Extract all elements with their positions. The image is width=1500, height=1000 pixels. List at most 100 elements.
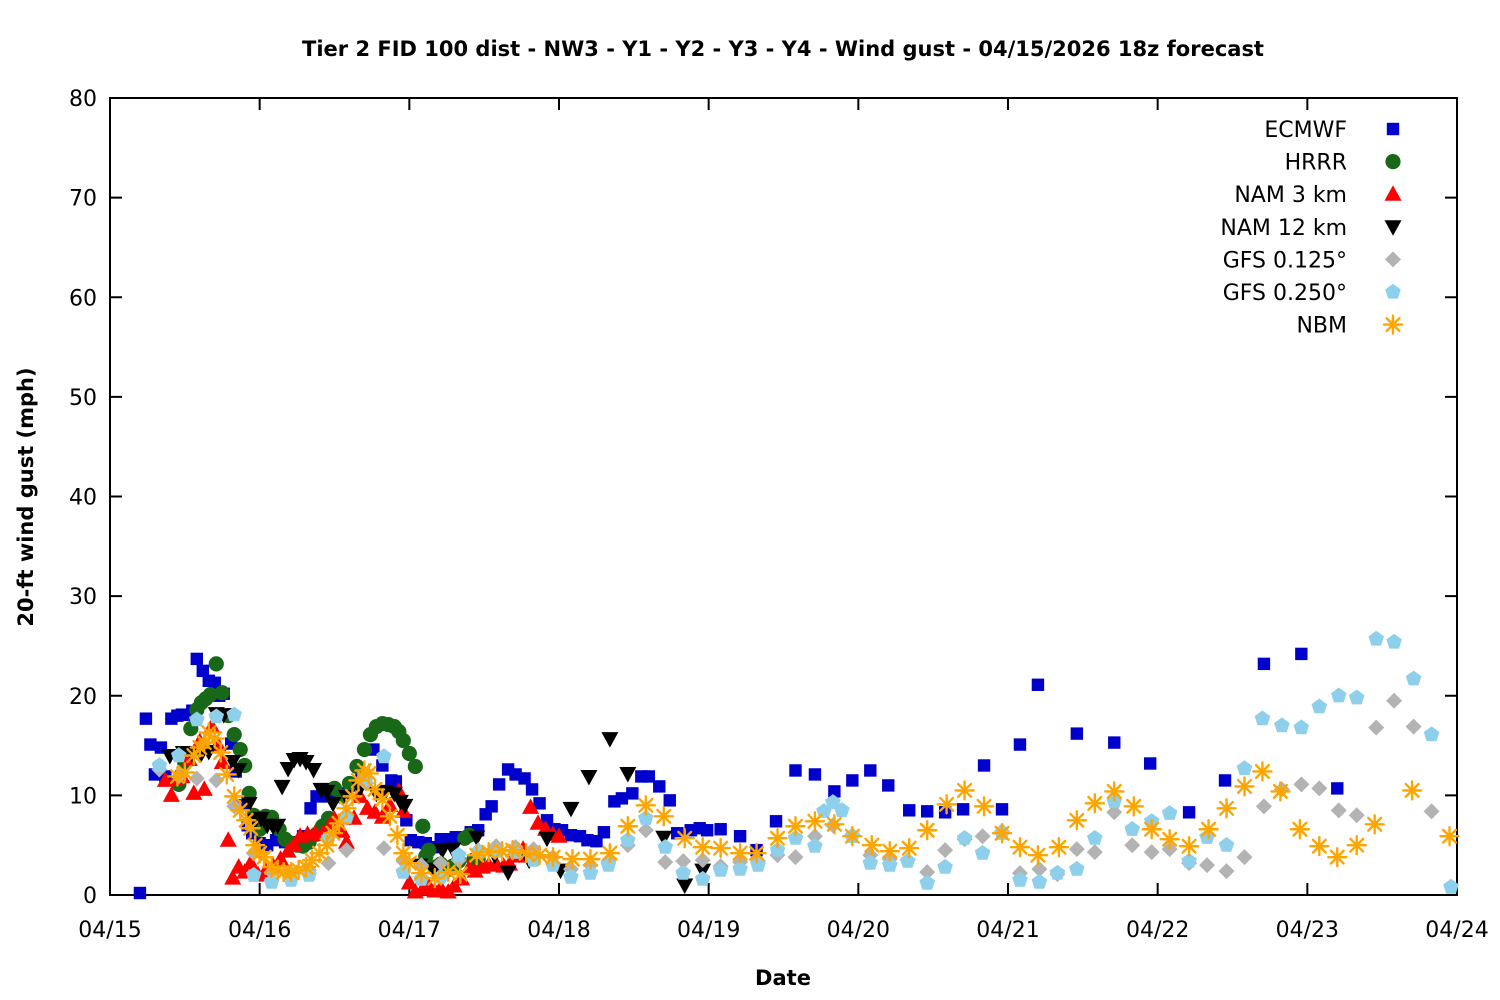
data-point <box>1331 687 1347 703</box>
data-point <box>485 800 498 813</box>
data-point <box>189 711 205 727</box>
data-point <box>919 864 936 881</box>
pentagon-legend-marker-icon <box>1385 283 1401 299</box>
data-point <box>210 742 231 763</box>
data-point <box>1104 781 1125 802</box>
data-point <box>882 779 895 792</box>
data-point <box>635 795 657 816</box>
data-point <box>834 802 850 817</box>
data-point <box>1124 821 1140 836</box>
data-point <box>916 820 938 841</box>
data-point <box>322 823 344 844</box>
data-point <box>1108 736 1121 749</box>
data-point <box>1401 780 1423 801</box>
y-axis-label: 20-ft wind gust (mph) <box>14 367 38 626</box>
data-point <box>492 778 506 791</box>
legend-label: GFS 0.125° <box>1223 248 1347 273</box>
data-point <box>899 852 916 868</box>
data-point <box>1199 857 1216 874</box>
plot-frame: 04/15 04/16 04/17 04/18 04/19 04/20 04/21 04/22… <box>69 87 1489 943</box>
data-point <box>675 853 692 870</box>
data-point <box>379 806 401 827</box>
data-point <box>974 828 991 845</box>
data-point <box>1216 798 1237 819</box>
data-point <box>396 798 414 815</box>
data-point <box>240 818 261 839</box>
data-point <box>1289 819 1311 840</box>
data-point <box>714 823 727 836</box>
y-tick-label: 50 <box>69 386 97 411</box>
data-point <box>1218 774 1232 787</box>
data-point <box>842 826 863 847</box>
data-point <box>1141 819 1162 840</box>
data-point <box>937 842 954 859</box>
legend-item-nam-12-km: NAM 12 km <box>1220 216 1402 241</box>
data-point <box>675 864 691 880</box>
data-point <box>977 759 991 772</box>
legend: ECMWF HRRR NAM 3 km NAM 12 km GFS 0.125° GFS … <box>1220 118 1404 339</box>
data-point <box>1068 841 1085 858</box>
y-tick-label: 0 <box>83 884 97 909</box>
data-point <box>208 772 225 789</box>
x-tick-label: 04/23 <box>1276 918 1339 943</box>
legend-item-nam-3-km: NAM 3 km <box>1234 183 1402 208</box>
series-nbm <box>167 722 1460 889</box>
data-point <box>1159 829 1180 850</box>
data-point <box>733 830 747 843</box>
data-point <box>879 840 900 862</box>
data-point <box>196 664 209 678</box>
data-point <box>550 827 568 843</box>
data-point <box>230 762 248 779</box>
y-tick-label: 10 <box>69 784 97 809</box>
x-tick-label: 04/20 <box>827 918 890 943</box>
data-point <box>328 813 350 834</box>
data-point <box>1330 802 1347 819</box>
data-point <box>676 878 694 895</box>
data-point <box>502 839 523 861</box>
data-point <box>232 741 248 758</box>
data-point <box>533 797 546 810</box>
data-point <box>808 768 822 781</box>
data-point <box>399 852 420 874</box>
data-point <box>637 822 654 839</box>
data-point <box>190 652 204 666</box>
x-tick-label: 04/16 <box>228 918 291 943</box>
data-point <box>1012 871 1028 887</box>
data-point <box>242 854 260 870</box>
data-point <box>372 789 393 810</box>
data-point <box>580 848 601 870</box>
data-point <box>655 830 673 847</box>
x-tick-label: 04/24 <box>1425 918 1488 943</box>
data-point <box>1309 835 1330 857</box>
data-point <box>600 856 617 872</box>
data-point <box>401 745 417 762</box>
data-point <box>1270 781 1291 802</box>
data-point <box>769 842 786 857</box>
data-point <box>279 761 297 778</box>
data-point <box>1009 836 1031 858</box>
data-point <box>1348 807 1365 824</box>
data-point <box>1368 719 1385 736</box>
data-point <box>174 762 196 783</box>
legend-label: HRRR <box>1285 151 1347 176</box>
x-tick-label: 04/21 <box>976 918 1039 943</box>
data-point <box>562 848 583 870</box>
data-point <box>1331 782 1344 795</box>
data-point <box>1048 836 1070 858</box>
data-point <box>253 846 275 868</box>
data-point <box>342 786 363 807</box>
data-point <box>433 843 451 860</box>
legend-label: GFS 0.250° <box>1223 281 1347 306</box>
data-points-layer <box>133 630 1460 900</box>
data-point <box>139 712 153 725</box>
data-point <box>185 784 203 800</box>
data-point <box>956 830 973 845</box>
data-point <box>226 727 242 743</box>
data-point <box>1049 864 1066 880</box>
data-point <box>515 842 537 864</box>
y-tick-label: 30 <box>69 585 97 610</box>
data-point <box>1364 814 1385 835</box>
data-point <box>712 861 729 877</box>
x-tick-label: 04/18 <box>527 918 590 943</box>
data-point <box>1257 657 1271 671</box>
